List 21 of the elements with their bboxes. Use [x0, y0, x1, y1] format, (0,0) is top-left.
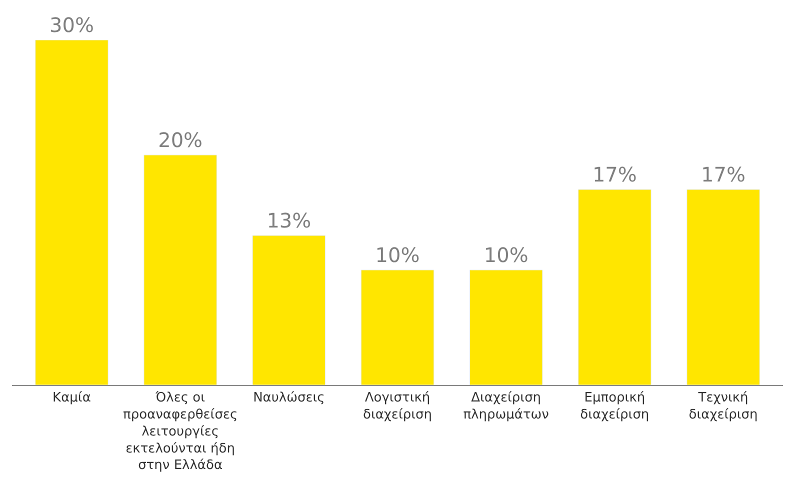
bar	[578, 189, 652, 385]
x-tick-label: Διαχείριση πληρωμάτων	[463, 390, 549, 422]
bar	[252, 235, 326, 385]
data-label: 17%	[592, 162, 637, 186]
x-tick-label: Όλες οι προαναφερθείσες λειτουργίες εκτελούνται ήδη στην Ελλάδα	[123, 390, 238, 474]
data-label: 17%	[701, 162, 746, 186]
data-label: 30%	[50, 13, 94, 37]
bar	[144, 154, 217, 385]
x-tick-label: Λογιστική διαχείριση	[363, 390, 432, 422]
bar	[35, 40, 108, 385]
x-tick-label: Ναυλώσεις	[253, 390, 325, 406]
x-tick-label: Τεχνική διαχείριση	[688, 390, 758, 422]
bar	[469, 270, 543, 385]
data-label: 10%	[484, 243, 528, 267]
bar	[686, 189, 760, 385]
x-tick-label: Καμία	[52, 390, 91, 406]
data-label: 20%	[158, 128, 203, 152]
bar	[360, 270, 434, 385]
data-label: 13%	[266, 208, 312, 232]
data-label: 10%	[375, 243, 420, 267]
x-tick-label: Εμπορική διαχείριση	[580, 390, 650, 422]
